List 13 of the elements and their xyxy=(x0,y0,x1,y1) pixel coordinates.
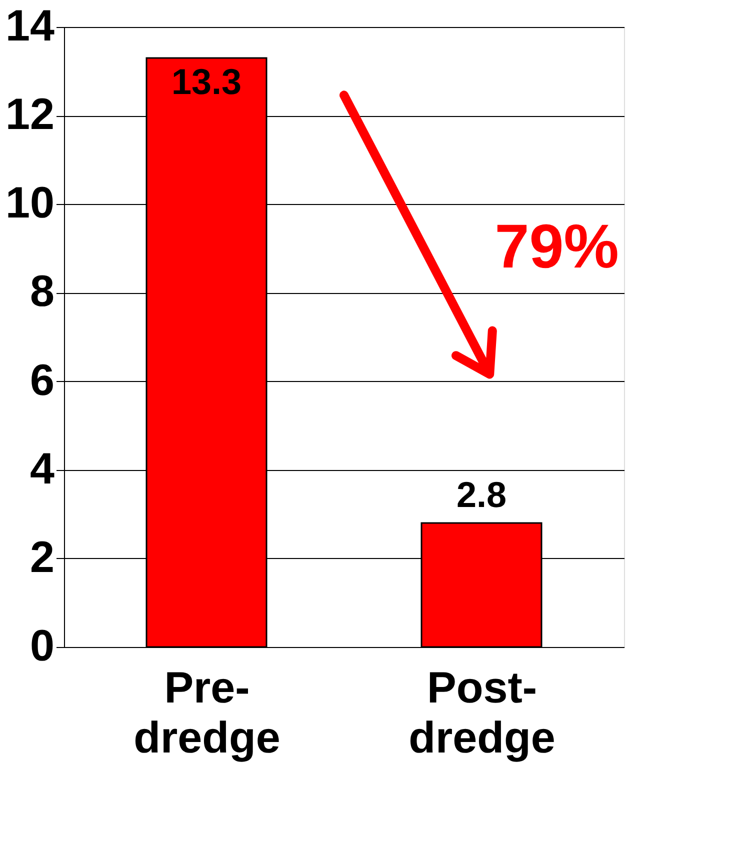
annotation: 79% xyxy=(494,212,619,282)
y-tick-label: 2 xyxy=(30,532,54,582)
data-label: 2.8 xyxy=(456,474,507,515)
x-tick-label: Post-dredge xyxy=(408,664,556,762)
y-tick-label: 14 xyxy=(6,2,56,50)
y-tick-label: 4 xyxy=(30,444,56,494)
y-tick-label: 8 xyxy=(30,267,54,316)
y-tick-label: 6 xyxy=(30,356,54,405)
data-label: 13.3 xyxy=(171,61,242,102)
y-tick-label: 12 xyxy=(6,90,54,140)
x-tick-label: Pre-dredge xyxy=(134,664,280,762)
y-tick-label: 10 xyxy=(6,178,54,228)
y-tick-label: 0 xyxy=(30,622,54,670)
